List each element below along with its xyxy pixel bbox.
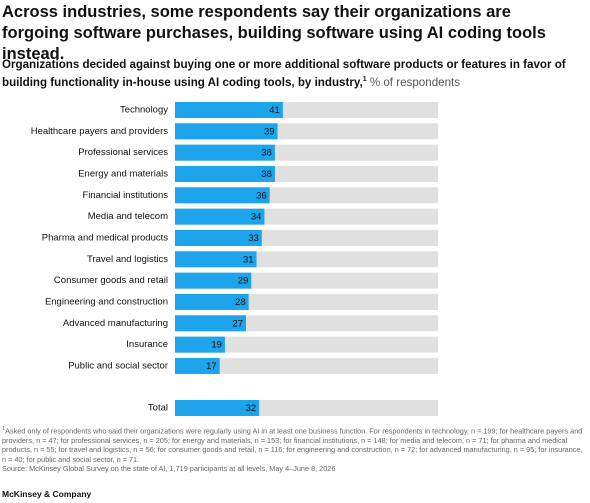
bar <box>175 144 275 161</box>
bar <box>175 357 220 374</box>
footnote: 1Asked only of respondents who said thei… <box>2 425 588 473</box>
bar-track <box>175 357 438 374</box>
bar <box>175 400 260 416</box>
bar <box>175 251 257 268</box>
bar <box>175 293 249 310</box>
chart-title: Across industries, some respondents say … <box>2 3 546 63</box>
category-label: Advanced manufacturing <box>63 318 168 329</box>
value-label: 29 <box>238 276 249 287</box>
footnote-marker: 1 <box>362 76 367 83</box>
value-label: 38 <box>261 169 272 180</box>
subtitle-text: Organizations decided against buying one… <box>2 58 566 89</box>
value-label: 39 <box>264 126 275 137</box>
category-label: Technology <box>120 105 168 116</box>
source: Source: McKinsey Global Survey on the st… <box>2 464 336 474</box>
footnote-text: Asked only of respondents who said their… <box>2 426 583 464</box>
value-label: 38 <box>261 148 272 159</box>
value-label: 41 <box>269 105 280 116</box>
value-label: 31 <box>243 254 254 265</box>
category-label: Engineering and construction <box>45 296 168 307</box>
bar-track <box>175 336 438 353</box>
bar <box>175 123 278 140</box>
bar <box>175 229 262 246</box>
category-label: Pharma and medical products <box>42 232 168 243</box>
category-label: Professional services <box>78 147 168 158</box>
value-label: 34 <box>251 212 262 223</box>
value-label: 27 <box>232 318 243 329</box>
category-label: Media and telecom <box>88 211 168 222</box>
bar <box>175 208 265 225</box>
category-label: Energy and materials <box>78 169 168 180</box>
category-label: Consumer goods and retail <box>54 275 168 286</box>
footnote-note: 1Asked only of respondents who said thei… <box>2 425 588 464</box>
unit-label: % of respondents <box>369 75 461 89</box>
category-label: Insurance <box>126 339 168 350</box>
value-label: 33 <box>248 233 259 244</box>
chart-subtitle: Organizations decided against buying one… <box>2 57 588 90</box>
category-label: Public and social sector <box>68 360 168 371</box>
category-label: Healthcare payers and providers <box>31 126 169 137</box>
category-label: Travel and logistics <box>87 254 168 265</box>
bar <box>175 102 283 118</box>
value-label: 28 <box>235 297 246 308</box>
category-label: Financial institutions <box>82 190 168 201</box>
value-label: 36 <box>256 190 267 201</box>
bar <box>175 315 247 332</box>
bar <box>175 165 275 182</box>
value-label: 32 <box>246 403 257 414</box>
bar <box>175 336 225 353</box>
footnote-marker: 1 <box>2 426 6 432</box>
category-label: Total <box>148 403 168 414</box>
bar <box>175 187 270 204</box>
value-label: 17 <box>206 361 217 372</box>
footer: McKinsey & Company <box>2 489 92 499</box>
value-label: 19 <box>211 340 222 351</box>
bar <box>175 272 252 289</box>
